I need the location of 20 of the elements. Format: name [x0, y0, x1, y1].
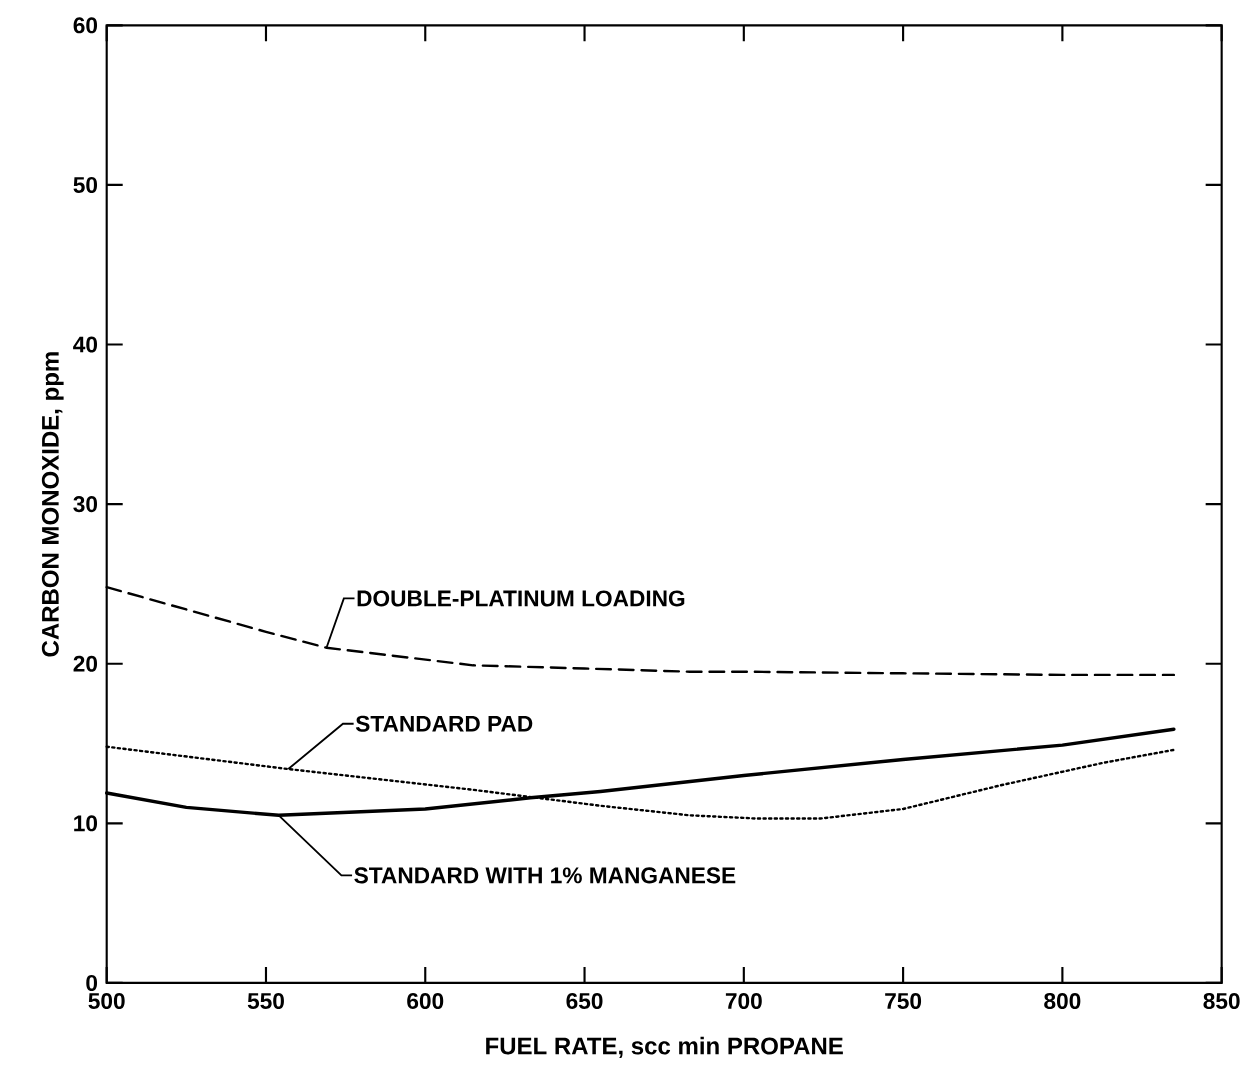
y-tick-label: 40: [73, 336, 98, 353]
x-tick-label: 700: [725, 993, 762, 1010]
y-tick-label: 30: [73, 496, 98, 513]
x-tick-label: 850: [1203, 993, 1240, 1010]
x-tick-label: 750: [885, 993, 922, 1010]
y-tick-label: 50: [73, 177, 98, 194]
y-axis-title: CARBON MONOXIDE, ppm: [41, 352, 64, 657]
x-tick-label: 500: [88, 993, 125, 1010]
y-tick-label: 60: [73, 17, 98, 34]
x-tick-label: 800: [1044, 993, 1081, 1010]
x-tick-label: 600: [407, 993, 444, 1010]
y-tick-label: 0: [86, 975, 98, 992]
series-label: STANDARD PAD: [355, 715, 533, 732]
x-tick-label: 650: [566, 993, 603, 1010]
text: STANDARD WITH 1% MANGANESE: [354, 867, 736, 884]
x-axis-title: FUEL RATE, scc min PROPANE: [486, 1037, 843, 1059]
x-tick-label: 550: [247, 993, 284, 1010]
series-label: DOUBLE-PLATINUM LOADING: [357, 590, 685, 607]
y-tick-label: 20: [73, 655, 98, 672]
y-tick-label: 10: [74, 815, 98, 832]
